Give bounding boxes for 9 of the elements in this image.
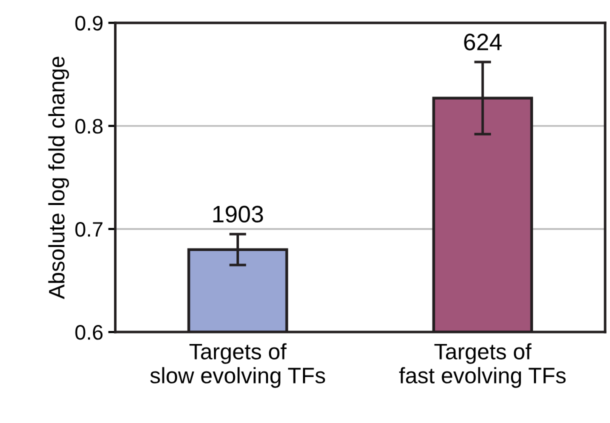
y-tick-label: 0.8 — [75, 118, 103, 134]
y-tick-label: 0.9 — [75, 16, 102, 31]
y-axis-title: Absolute log fold change — [48, 56, 69, 300]
annotation: 624 — [464, 34, 502, 50]
annotation: 1903 — [213, 206, 263, 223]
y-tick-label: 0.6 — [75, 325, 103, 340]
y-tick-label: 0.7 — [75, 222, 102, 237]
x-tick-label: Targets of fast evolving TFs — [399, 343, 566, 388]
x-tick-label: Targets of slow evolving TFs — [150, 343, 326, 388]
